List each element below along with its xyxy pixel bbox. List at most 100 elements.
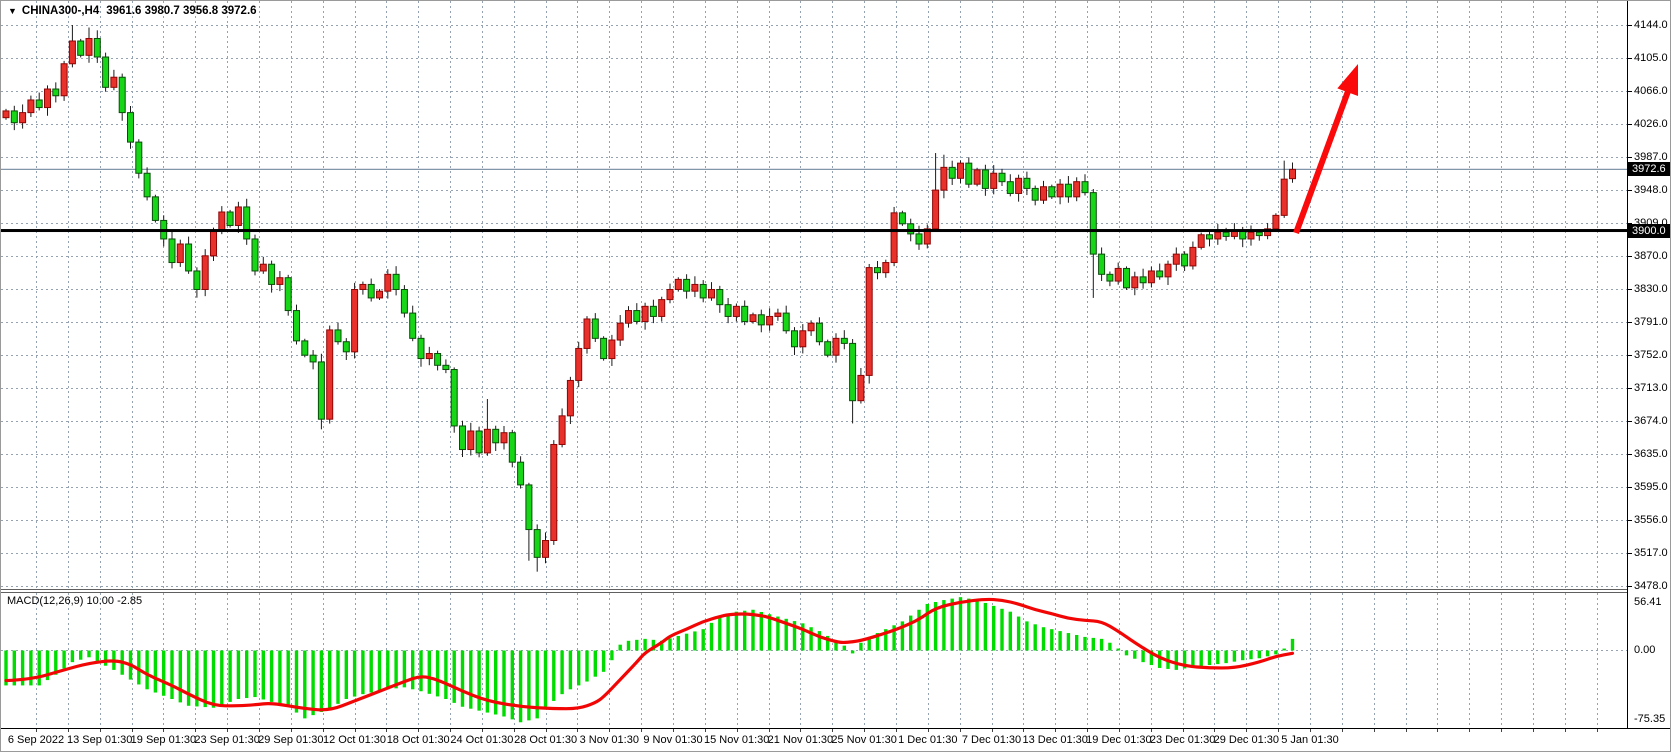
price-axis-label: 4026.0: [1634, 118, 1668, 131]
time-axis-label: 23 Sep 01:30: [194, 734, 260, 746]
indicator-window-splitter[interactable]: [1, 589, 1627, 593]
level-line-badge: 3900.0: [1628, 223, 1670, 238]
price-axis-tick: [1628, 255, 1632, 257]
time-axis-label: 29 Dec 01:30: [1213, 734, 1280, 746]
time-axis-label: 25 Nov 01:30: [831, 734, 897, 746]
time-axis-tick: [195, 729, 196, 732]
chart-menu-icon[interactable]: ▼: [8, 5, 17, 16]
price-axis-tick: [1628, 585, 1632, 587]
time-axis-tick: [992, 729, 993, 732]
time-axis-label: 3 Nov 01:30: [579, 734, 639, 746]
macd-indicator-chart[interactable]: [1, 593, 1627, 728]
price-axis-label: 4105.0: [1634, 51, 1668, 64]
time-axis-tick: [291, 729, 292, 732]
symbol-timeframe-label: CHINA300-,H4: [21, 5, 100, 17]
time-axis-label: 19 Dec 01:30: [1086, 734, 1152, 746]
price-axis-label: 3478.0: [1634, 579, 1668, 592]
price-axis-label: 3752.0: [1634, 349, 1668, 362]
time-axis-tick: [1246, 729, 1247, 732]
price-axis-label: 3870.0: [1634, 249, 1668, 262]
time-axis-label: 18 Oct 01:30: [386, 734, 450, 746]
time-axis-tick: [864, 729, 865, 732]
price-axis-label: 3909.0: [1634, 216, 1668, 229]
time-axis-label: 9 Nov 01:30: [643, 734, 703, 746]
time-axis-label: 29 Sep 01:30: [258, 734, 324, 746]
time-axis-label: 15 Nov 01:30: [703, 734, 770, 746]
price-axis-label: 3791.0: [1634, 316, 1668, 329]
time-axis-tick: [1342, 729, 1343, 732]
time-axis-tick: [1055, 729, 1056, 732]
time-axis-tick: [450, 729, 451, 732]
time-axis-label: 23 Dec 01:30: [1149, 734, 1216, 746]
time-axis-label: 21 Nov 01:30: [767, 734, 834, 746]
time-axis-tick: [832, 729, 833, 732]
price-axis-tick: [1628, 487, 1632, 489]
time-axis[interactable]: 6 Sep 2022 13 Sep 01:30 19 Sep 01:30 23 Sep…: [1, 729, 1670, 751]
macd-name-label: MACD(12,26,9): [7, 595, 84, 607]
time-axis-label: 28 Oct 01:30: [514, 734, 578, 746]
time-axis-tick: [1310, 729, 1311, 732]
macd-axis-label: 0.00: [1634, 643, 1656, 656]
macd-axis-label: 56.41: [1634, 596, 1662, 608]
time-axis-tick: [259, 729, 260, 732]
time-axis-tick: [546, 729, 547, 732]
price-axis-tick: [1628, 520, 1632, 522]
time-axis-tick: [36, 729, 37, 732]
price-axis-tick: [1628, 25, 1632, 26]
time-axis-tick: [1533, 729, 1534, 732]
chart-title: ▼ CHINA300-,H4 3961.6 3980.7 3956.8 3972…: [8, 5, 257, 17]
time-axis-tick: [960, 729, 961, 732]
time-axis-tick: [1183, 729, 1184, 732]
price-axis-label: 3830.0: [1634, 283, 1668, 296]
time-axis-tick: [482, 729, 483, 732]
price-axis-label: 3713.0: [1634, 382, 1668, 395]
time-axis-tick: [1469, 729, 1470, 732]
time-axis-label: 13 Dec 01:30: [1022, 734, 1088, 746]
time-axis-label: 19 Sep 01:30: [130, 734, 197, 746]
price-axis-tick: [1628, 289, 1632, 291]
time-axis-tick: [577, 729, 578, 732]
time-axis-tick: [386, 729, 387, 732]
time-axis-tick: [132, 729, 133, 732]
price-axis-label: 3987.0: [1634, 151, 1668, 164]
price-axis-label: 3674.0: [1634, 414, 1668, 427]
price-axis-tick: [1628, 453, 1632, 455]
time-axis-tick: [1406, 729, 1407, 732]
price-axis-tick: [1628, 553, 1632, 555]
price-axis-label: 3556.0: [1634, 514, 1668, 527]
time-axis-tick: [1151, 729, 1152, 732]
up-arrow-annotation: [1293, 85, 1353, 235]
time-axis-tick: [1119, 729, 1120, 732]
time-axis-tick: [514, 729, 515, 732]
ohlc-quote-label: 3961.6 3980.7 3956.8 3972.6: [106, 5, 257, 17]
price-axis-tick: [1628, 355, 1632, 357]
time-axis-separator: [1, 728, 1670, 729]
price-axis-label: 4144.0: [1634, 19, 1668, 31]
time-axis-label: 12 Oct 01:30: [323, 734, 386, 746]
macd-indicator-label: MACD(12,26,9) 10.00 -2.85: [7, 595, 142, 607]
time-axis-tick: [800, 729, 801, 732]
time-axis-tick: [705, 729, 706, 732]
price-axis-tick: [1628, 90, 1632, 92]
time-axis-tick: [1214, 729, 1215, 732]
price-axis-label: 4066.0: [1634, 84, 1668, 97]
price-axis[interactable]: 3972.6 3900.0 4144.0 4105.0 4066.0 4026.0 39…: [1627, 1, 1670, 728]
main-price-chart[interactable]: [1, 1, 1627, 589]
time-axis-label: 1 Dec 01:30: [898, 734, 958, 746]
time-axis-label: 6 Sep 2022: [7, 734, 65, 746]
time-axis-tick: [418, 729, 419, 732]
current-price-badge: 3972.6: [1628, 162, 1670, 177]
price-axis-label: 3635.0: [1634, 447, 1668, 460]
price-axis-label: 3948.0: [1634, 184, 1668, 197]
time-axis-tick: [896, 729, 897, 732]
time-axis-tick: [737, 729, 738, 732]
time-axis-label: 5 Jan 01:30: [1281, 734, 1339, 746]
time-axis-tick: [163, 729, 164, 732]
time-axis-tick: [68, 729, 69, 732]
price-axis-tick: [1628, 57, 1632, 59]
time-axis-tick: [928, 729, 929, 732]
time-axis-tick: [609, 729, 610, 732]
price-axis-label: 3517.0: [1634, 547, 1668, 560]
macd-values-label: 10.00 -2.85: [86, 595, 143, 607]
